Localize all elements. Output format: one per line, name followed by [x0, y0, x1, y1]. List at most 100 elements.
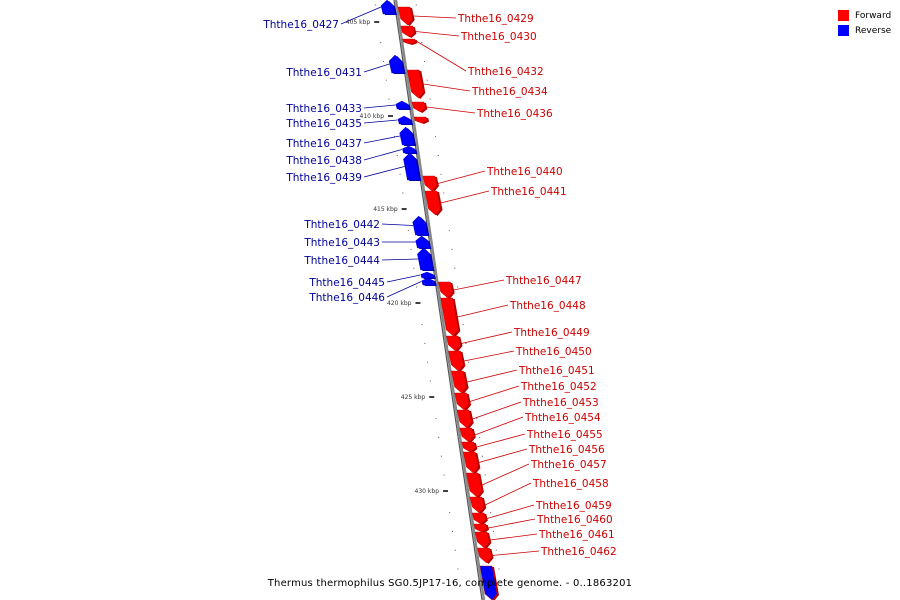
- forward-gene-glyph[interactable]: [469, 496, 485, 514]
- forward-gene-label[interactable]: Ththe16_0455: [526, 429, 603, 441]
- reverse-gene-glyph[interactable]: [479, 565, 498, 600]
- leader-line: [488, 518, 536, 529]
- reverse-gene-label[interactable]: Ththe16_0438: [285, 155, 362, 167]
- leader-line: [381, 223, 414, 226]
- forward-gene-label[interactable]: Ththe16_0432: [467, 66, 544, 78]
- forward-gene-label[interactable]: Ththe16_0440: [486, 166, 563, 178]
- forward-gene-label[interactable]: Ththe16_0451: [518, 365, 595, 377]
- forward-gene-label[interactable]: Ththe16_0461: [538, 529, 615, 541]
- reverse-gene-glyph[interactable]: [403, 152, 420, 181]
- forward-gene-glyph[interactable]: [424, 190, 441, 216]
- reverse-gene-label[interactable]: Ththe16_0427: [262, 19, 339, 31]
- forward-gene-glyph[interactable]: [471, 512, 487, 525]
- leader-line: [413, 15, 457, 19]
- forward-gene-label[interactable]: Ththe16_0458: [532, 478, 609, 490]
- reverse-gene-glyph[interactable]: [380, 0, 396, 15]
- forward-gene-glyph[interactable]: [474, 531, 490, 549]
- leader-line: [466, 369, 518, 383]
- forward-gene-label[interactable]: Ththe16_0462: [540, 546, 617, 558]
- forward-gene-glyph[interactable]: [461, 441, 476, 453]
- forward-gene-label[interactable]: Ththe16_0448: [509, 300, 586, 312]
- forward-gene-glyph[interactable]: [446, 335, 461, 352]
- forward-gene-label[interactable]: Ththe16_0441: [490, 186, 567, 198]
- tick-label: 410 kbp: [360, 113, 385, 120]
- reverse-gene-label[interactable]: Ththe16_0437: [285, 138, 362, 150]
- forward-gene-label[interactable]: Ththe16_0454: [524, 412, 601, 424]
- forward-gene-glyph[interactable]: [473, 523, 488, 533]
- reverse-gene-label[interactable]: Ththe16_0443: [303, 237, 380, 249]
- reverse-gene-glyph[interactable]: [421, 277, 436, 286]
- forward-gene-label[interactable]: Ththe16_0456: [528, 444, 605, 456]
- reverse-gene-glyph[interactable]: [395, 100, 410, 110]
- forward-gene-glyph[interactable]: [451, 370, 467, 394]
- leader-line: [386, 281, 422, 298]
- reverse-gene-glyph[interactable]: [399, 126, 415, 146]
- leader-line: [481, 463, 530, 486]
- forward-gene-glyph[interactable]: [407, 69, 424, 99]
- forward-gene-glyph[interactable]: [411, 101, 426, 113]
- forward-gene-glyph[interactable]: [477, 547, 492, 564]
- forward-gene-glyph[interactable]: [397, 6, 413, 26]
- genome-caption: Thermus thermophilus SG0.5JP17-16, compl…: [267, 578, 633, 589]
- forward-gene-glyph[interactable]: [448, 350, 464, 372]
- leader-line: [492, 550, 540, 556]
- reverse-gene-glyph[interactable]: [412, 215, 428, 236]
- reverse-gene-label[interactable]: Ththe16_0442: [303, 219, 380, 231]
- forward-gene-label[interactable]: Ththe16_0430: [460, 31, 537, 43]
- forward-gene-glyph[interactable]: [466, 472, 483, 498]
- forward-gene-glyph[interactable]: [456, 409, 472, 429]
- legend-item-reverse: Reverse: [838, 23, 891, 38]
- leader-line: [363, 104, 396, 109]
- leader-line: [476, 433, 526, 448]
- forward-gene-label[interactable]: Ththe16_0449: [513, 327, 590, 339]
- forward-gene-label[interactable]: Ththe16_0457: [530, 459, 607, 471]
- forward-gene-glyph[interactable]: [422, 175, 438, 192]
- leader-line: [437, 170, 486, 184]
- reverse-gene-label[interactable]: Ththe16_0444: [303, 255, 380, 267]
- forward-gene-glyph[interactable]: [400, 25, 415, 38]
- reverse-gene-glyph[interactable]: [415, 235, 430, 249]
- forward-gene-glyph[interactable]: [438, 281, 453, 299]
- tick-label: 405 kbp: [346, 19, 371, 26]
- leader-line: [463, 350, 515, 362]
- forward-gene-label[interactable]: Ththe16_0460: [536, 514, 613, 526]
- tick-label: 420 kbp: [387, 300, 412, 307]
- leader-line: [415, 31, 460, 37]
- reverse-gene-label[interactable]: Ththe16_0439: [285, 172, 362, 184]
- leader-line: [474, 416, 524, 436]
- forward-gene-glyph[interactable]: [459, 427, 475, 443]
- forward-gene-label[interactable]: Ththe16_0429: [457, 13, 534, 25]
- reverse-gene-label[interactable]: Ththe16_0445: [308, 277, 385, 289]
- leader-line: [457, 304, 509, 318]
- forward-gene-label[interactable]: Ththe16_0436: [476, 108, 553, 120]
- forward-gene-glyph[interactable]: [454, 392, 470, 411]
- leader-line: [440, 190, 490, 204]
- reverse-gene-glyph[interactable]: [388, 54, 404, 74]
- forward-gene-label[interactable]: Ththe16_0434: [471, 86, 548, 98]
- legend-label-reverse: Reverse: [855, 25, 892, 36]
- forward-swatch: [838, 10, 849, 21]
- legend-label-forward: Forward: [855, 10, 892, 21]
- reverse-gene-label[interactable]: Ththe16_0431: [285, 67, 362, 79]
- leader-line: [423, 83, 471, 92]
- reverse-gene-label[interactable]: Ththe16_0433: [285, 103, 362, 115]
- leader-line: [363, 149, 403, 161]
- leader-line: [453, 279, 505, 291]
- reverse-gene-glyph[interactable]: [402, 145, 416, 154]
- forward-gene-glyph[interactable]: [413, 116, 428, 124]
- forward-gene-glyph[interactable]: [402, 38, 416, 45]
- forward-gene-label[interactable]: Ththe16_0453: [522, 397, 599, 409]
- forward-gene-glyph[interactable]: [440, 297, 459, 337]
- reverse-gene-label[interactable]: Ththe16_0435: [285, 118, 362, 130]
- forward-gene-label[interactable]: Ththe16_0447: [505, 275, 582, 287]
- forward-gene-glyph[interactable]: [463, 451, 479, 474]
- reverse-gene-glyph[interactable]: [397, 115, 412, 125]
- forward-gene-label[interactable]: Ththe16_0459: [535, 500, 612, 512]
- forward-gene-label[interactable]: Ththe16_0450: [515, 346, 592, 358]
- leader-line: [340, 6, 382, 25]
- reverse-gene-glyph[interactable]: [420, 271, 435, 279]
- reverse-gene-label[interactable]: Ththe16_0446: [308, 292, 385, 304]
- reverse-gene-glyph[interactable]: [417, 247, 433, 271]
- forward-gene-label[interactable]: Ththe16_0452: [520, 381, 597, 393]
- legend-item-forward: Forward: [838, 8, 891, 23]
